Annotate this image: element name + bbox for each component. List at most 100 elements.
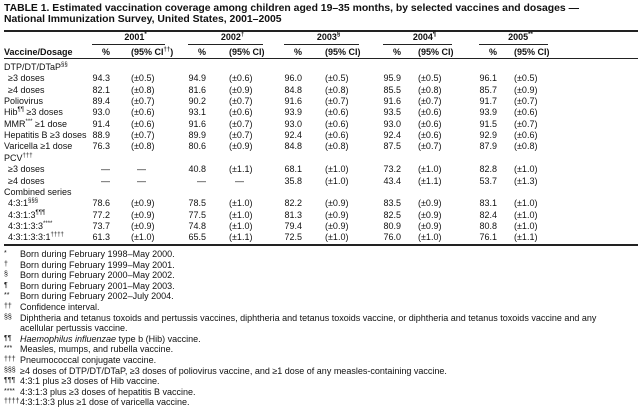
row-label-text: ≥3 doses — [8, 73, 45, 84]
footnote-mark: * — [144, 32, 147, 38]
pct-cell: 77.5 — [188, 209, 206, 220]
ci-cell: (±1.0) — [229, 220, 253, 231]
year-label: 2004 — [412, 32, 433, 42]
ci-cell: (±1.0) — [131, 232, 155, 243]
ci-cell: — — [137, 164, 146, 175]
ci-cell: (±0.5) — [325, 73, 349, 84]
pct-cell: 83.1 — [479, 198, 497, 209]
footnote-text: Confidence interval. — [20, 302, 100, 313]
pct-header: % — [293, 47, 302, 57]
ci-cell: — — [235, 175, 244, 186]
footnote-body: Measles, mumps, and rubella vaccine. — [20, 344, 174, 355]
footnote-text: Measles, mumps, and rubella vaccine. — [20, 344, 173, 355]
ci-cell: (±0.8) — [325, 84, 349, 95]
footnote-text: Born during February 2001–May 2003. — [20, 281, 175, 292]
footnote-mark: * — [4, 250, 7, 257]
year-label: 2003 — [316, 32, 337, 42]
row-label: DTP/DT/DTaP§§ — [4, 62, 68, 73]
footnote-mark: ¶ — [4, 281, 8, 289]
pct-cell: 80.8 — [479, 220, 497, 231]
year-header: 2003§ — [299, 32, 359, 43]
stub-header: Vaccine/Dosage — [4, 47, 73, 57]
ci-cell: (±0.9) — [131, 220, 155, 231]
pct-cell: 73.2 — [383, 164, 401, 175]
ci-cell: (±1.0) — [418, 232, 442, 243]
pct-cell: 96.0 — [284, 73, 302, 84]
pct-cell: 95.9 — [383, 73, 401, 84]
ci-cell: (±0.9) — [418, 220, 442, 231]
footnote-body: 4:3:1 plus ≥3 doses of Hib vaccine. — [20, 376, 160, 387]
footnote-text: Diphtheria and tetanus toxoids and pertu… — [20, 313, 596, 324]
row-label: Hepatitis B ≥3 doses — [4, 130, 86, 141]
pct-cell: 61.3 — [92, 232, 110, 243]
footnote-text: Pneumococcal conjugate vaccine. — [20, 355, 156, 366]
ci-cell: (±0.7) — [131, 130, 155, 141]
footnote-body: Born during February 2001–May 2003. — [20, 280, 175, 291]
footnote-body: Confidence interval. — [20, 302, 100, 312]
ci-cell: (±0.9) — [514, 84, 538, 95]
ci-cell: (±0.8) — [514, 141, 538, 152]
row-label: MMR*** ≥1 dose — [4, 119, 67, 130]
year-underline — [383, 44, 452, 45]
pct-cell: 92.9 — [479, 130, 497, 141]
ci-cell: (±1.1) — [229, 232, 253, 243]
footnote-body: Born during February 1999–May 2001. — [20, 259, 175, 270]
footnote-text: ≥4 doses of DTP/DT/DTaP, ≥3 doses of pol… — [20, 366, 447, 377]
pct-cell: 35.8 — [284, 175, 302, 186]
pct-cell: 78.6 — [92, 198, 110, 209]
ci-cell: (±1.0) — [325, 164, 349, 175]
row-label: 4:3:1:3:3:1†††† — [8, 232, 64, 243]
ci-cell: (±0.9) — [131, 209, 155, 220]
pct-cell: 53.7 — [479, 175, 497, 186]
footnote-body: 4:3:1:3:3 plus ≥1 dose of varicella vacc… — [20, 397, 190, 408]
footnote-mark: §§ — [4, 313, 12, 321]
row-label-text: Poliovirus — [4, 96, 44, 107]
ci-cell: (±1.0) — [514, 220, 538, 231]
ci-cell: (±0.6) — [229, 73, 253, 84]
pct-cell: — — [197, 175, 206, 186]
pct-cell: 93.9 — [284, 107, 302, 118]
ci-cell: (±0.6) — [514, 107, 538, 118]
ci-cell: (±1.0) — [229, 198, 253, 209]
footnote-mark: † — [4, 260, 8, 268]
row-label: Varicella ≥1 dose — [4, 141, 72, 152]
row-label-suffix: ≥3 doses — [23, 107, 63, 118]
ci-cell: (±0.9) — [325, 220, 349, 231]
footnote-mark: †††† — [50, 232, 64, 239]
pct-cell: 93.0 — [284, 118, 302, 129]
pct-cell: 93.0 — [92, 107, 110, 118]
footnote-mark: §§§ — [28, 198, 39, 205]
ci-cell: (±0.5) — [418, 73, 442, 84]
row-label: ≥3 doses — [8, 164, 44, 175]
pct-cell: 76.1 — [479, 232, 497, 243]
pct-header: % — [197, 47, 206, 57]
ci-cell: (±0.8) — [131, 141, 155, 152]
footnote-mark: **** — [43, 220, 53, 227]
ci-label: (95% CI) — [418, 47, 454, 57]
ci-cell: (±0.5) — [514, 73, 538, 84]
pct-cell: 91.6 — [284, 96, 302, 107]
bottom-rule — [4, 244, 638, 246]
row-label: 4:3:1:3¶¶¶ — [8, 210, 45, 221]
footnote-mark: **** — [4, 387, 15, 395]
pct-cell: 91.6 — [188, 118, 206, 129]
pct-cell: 93.9 — [479, 107, 497, 118]
ci-cell: (±0.7) — [418, 96, 442, 107]
footnote-body: acellular pertussis vaccine. — [20, 323, 128, 334]
footnote-body: Born during February 1998–May 2000. — [20, 249, 175, 259]
footnote-mark: † — [240, 32, 245, 38]
pct-cell: 94.9 — [188, 73, 206, 84]
pct-header: % — [488, 47, 497, 57]
pct-cell: 76.3 — [92, 141, 110, 152]
footnote-body: Born during February 2002–July 2004. — [20, 291, 174, 302]
ci-cell: (±1.0) — [325, 175, 349, 186]
pct-cell: 92.4 — [284, 130, 302, 141]
pct-cell: 91.6 — [383, 96, 401, 107]
row-label: PCV††† — [4, 153, 33, 164]
ci-cell: (±0.7) — [229, 130, 253, 141]
ci-cell: (±0.9) — [418, 209, 442, 220]
row-label-text: ≥3 doses — [8, 164, 45, 175]
footnote-italic: Haemophilus influenzae — [20, 333, 117, 344]
footnote-mark: †† — [163, 47, 171, 53]
